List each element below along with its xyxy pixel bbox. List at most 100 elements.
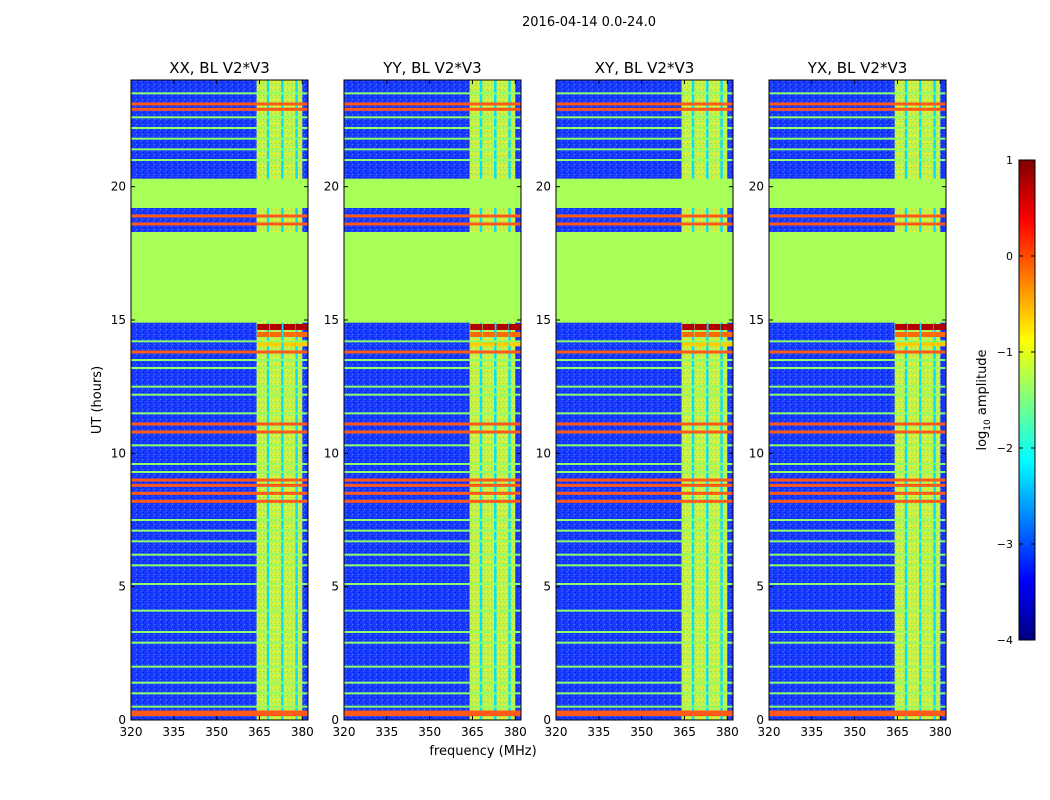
warm-line-13 [344,519,521,521]
colorbar-tick-label: −3 [997,538,1013,551]
warm-line-2 [556,692,733,695]
warm-line-23 [556,159,733,161]
y-tick-label: 10 [749,446,764,460]
warm-line-27 [556,116,733,119]
warm-line-10 [556,553,733,556]
warm-line-26 [344,127,521,129]
warm-line-23 [131,159,308,161]
yellow-patch-3 [496,341,509,347]
y-tick-label: 0 [543,713,551,727]
panel-4: YX, BL V2*V3 320 335 350 365 380 0 5 10 15 20 [749,59,952,739]
hot-line-9 [769,350,946,354]
warm-line-18 [344,393,521,396]
warm-line-18 [131,393,308,396]
warm-line-4 [344,665,521,668]
yellow-patch-1 [257,341,270,347]
warm-line-5 [344,641,521,644]
y-tick-label: 15 [111,313,126,327]
hot-patch-1 [682,324,695,330]
warm-line-2 [769,692,946,695]
hot-line-13 [344,102,521,106]
y-tick-label: 0 [118,713,126,727]
warm-line-8 [556,583,733,585]
flagged-block-1 [344,232,521,323]
warm-line-14 [556,471,733,473]
hot-line-11 [131,214,308,218]
hot-line-1 [769,713,946,717]
warm-patch-4 [721,332,733,337]
flagged-block-2 [344,178,521,208]
hot-line-7 [769,430,946,434]
warm-line-14 [344,471,521,473]
hot-line-4 [131,491,308,495]
hot-patch-4 [721,324,733,330]
hot-patch-3 [496,324,509,330]
warm-line-28 [556,92,733,95]
yellow-patch-2 [269,341,282,347]
warm-line-7 [769,609,946,612]
hot-line-3 [344,499,521,503]
hot-patch-4 [934,324,946,330]
warm-line-16 [344,444,521,447]
warm-patch-1 [682,332,695,337]
hot-line-13 [769,102,946,106]
heatmap-image [769,80,946,720]
warm-line-21 [131,359,308,361]
hot-patch-3 [921,324,934,330]
hot-line-1 [556,713,733,717]
warm-patch-3 [283,332,296,337]
warm-line-6 [131,631,308,633]
warm-line-13 [131,519,308,521]
warm-line-8 [769,583,946,585]
warm-line-24 [769,148,946,151]
warm-line-9 [131,564,308,567]
x-tick-label: 365 [886,725,909,739]
warm-line-25 [769,137,946,140]
hot-line-5 [344,483,521,487]
panel-1: XX, BL V2*V3 320 335 350 365 380 0 5 10 15 20 [111,59,314,739]
hot-line-13 [556,102,733,106]
warm-line-5 [556,641,733,644]
hot-line-13 [131,102,308,106]
y-tick-label: 20 [111,180,126,194]
figure-suptitle: 2016-04-14 0.0-24.0 [522,15,656,30]
y-tick-label: 5 [331,580,339,594]
warm-line-10 [131,553,308,556]
warm-line-8 [131,583,308,585]
y-tick-label: 10 [324,446,339,460]
hot-line-4 [556,491,733,495]
warm-line-3 [769,681,946,684]
yellow-patch-4 [721,341,733,347]
warm-line-11 [769,540,946,543]
warm-line-26 [769,127,946,129]
warm-line-27 [344,116,521,119]
warm-line-9 [344,564,521,567]
y-tick-label: 10 [536,446,551,460]
warm-line-28 [131,92,308,95]
warm-line-13 [556,519,733,521]
colorbar-tick-label: −4 [997,634,1013,647]
warm-line-15 [131,463,308,465]
warm-line-20 [344,367,521,369]
yellow-patch-1 [895,341,908,347]
colorbar-gradient [1018,159,1036,641]
warm-line-7 [131,609,308,612]
warm-line-24 [344,148,521,151]
warm-line-27 [131,116,308,119]
hot-line-4 [344,491,521,495]
hot-line-12 [769,107,946,111]
rfi-channel-gap-1 [691,80,695,720]
warm-line-3 [131,681,308,684]
warm-line-13 [769,519,946,521]
x-tick-label: 365 [673,725,696,739]
warm-line-19 [131,385,308,388]
x-tick-label: 350 [418,725,441,739]
hot-line-2 [556,710,733,714]
heatmap-image [131,80,308,720]
warm-line-3 [344,681,521,684]
rfi-channel-gap-1 [904,80,908,720]
warm-line-25 [344,137,521,140]
warm-line-21 [344,359,521,361]
yellow-patch-1 [682,341,695,347]
colorbar-tick-label: −1 [997,346,1013,359]
